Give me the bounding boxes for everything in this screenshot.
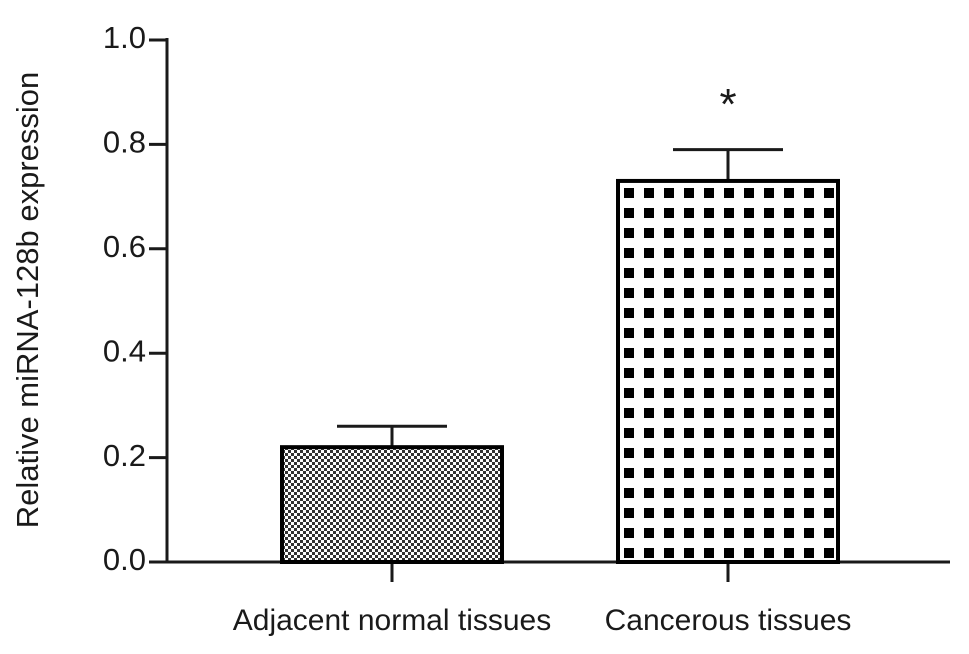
y-tick-label: 0.6 [103, 229, 146, 264]
x-tick-label: Adjacent normal tissues [233, 604, 552, 637]
annotation: * [719, 80, 736, 129]
bar [280, 445, 504, 564]
y-tick-label: 0.8 [103, 125, 146, 160]
y-tick-label: 1.0 [103, 20, 146, 55]
y-axis-label: Relative miRNA-128b expression [10, 72, 45, 529]
x-tick-label: Cancerous tissues [605, 604, 852, 637]
y-tick-label: 0.0 [103, 542, 146, 577]
y-tick-label: 0.4 [103, 333, 146, 368]
bar [616, 178, 840, 564]
y-tick-label: 0.2 [103, 438, 146, 473]
